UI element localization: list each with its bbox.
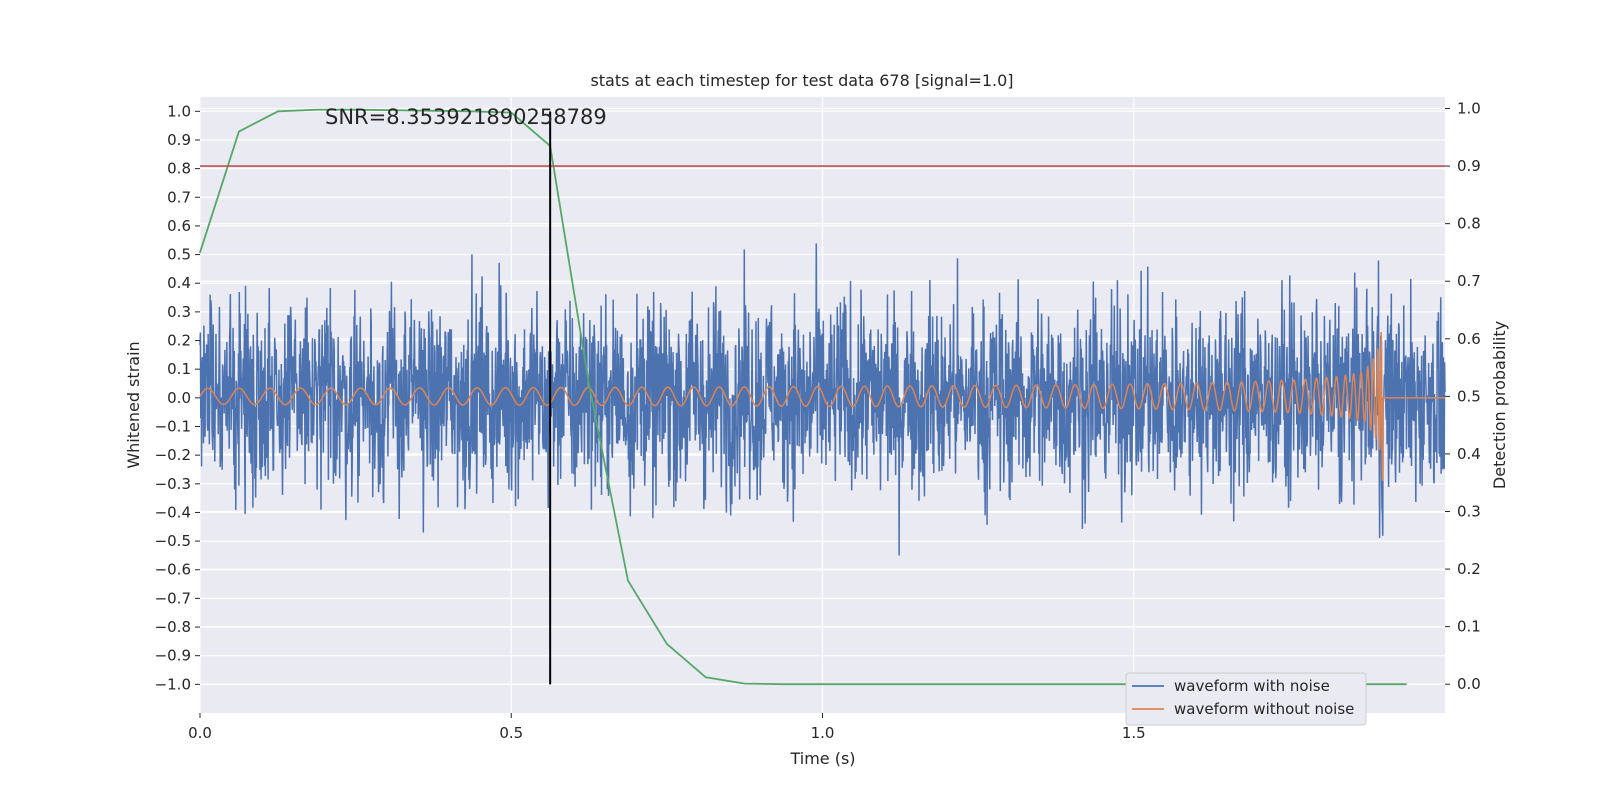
right-y-axis-ticks: 1.0 0.9 0.8 0.7 0.6 0.5 0.4 0.3 0.2 0.1 0.0 (1445, 100, 1481, 693)
detection-probability-point (821, 683, 824, 686)
x-tick-label: 0.0 (188, 724, 212, 742)
left-tick-label: −0.5 (155, 532, 191, 550)
detection-probability-point (666, 643, 668, 645)
snr-annotation: SNR=8.353921890258789 (325, 105, 607, 129)
left-tick-label: 0.1 (167, 360, 191, 378)
right-tick-label: 0.7 (1457, 272, 1481, 290)
left-tick-label: −0.1 (155, 417, 191, 435)
x-tick-label: 1.0 (811, 724, 835, 742)
right-tick-label: 0.4 (1457, 445, 1481, 463)
detection-probability-point (627, 579, 629, 582)
left-tick-label: −0.6 (155, 561, 191, 579)
left-tick-label: −0.9 (155, 647, 191, 665)
left-y-axis-ticks: 1.0 0.9 0.8 0.7 0.6 0.5 0.4 0.3 0.2 0.1 0.0 −0.1 −0.… (155, 102, 200, 693)
left-tick-label: 0.0 (167, 389, 191, 407)
left-tick-label: 0.7 (167, 188, 191, 206)
detection-probability-point (393, 109, 396, 112)
x-axis-label: Time (s) (789, 749, 855, 768)
left-tick-label: −0.7 (155, 589, 191, 607)
detection-probability-point (704, 676, 707, 679)
left-tick-label: −0.8 (155, 618, 191, 636)
left-tick-label: −0.4 (155, 503, 191, 521)
right-tick-label: 0.6 (1457, 330, 1481, 348)
legend-label-noisy: waveform with noise (1174, 677, 1330, 695)
series-clean-waveform (199, 332, 1445, 481)
clean-waveform-line (199, 332, 1445, 481)
right-tick-label: 0.8 (1457, 215, 1481, 233)
detection-probability-point (315, 108, 318, 111)
right-tick-label: 0.2 (1457, 560, 1481, 578)
detection-probability-point (199, 251, 201, 254)
right-tick-label: 0.5 (1457, 387, 1481, 405)
detection-probability-point (432, 110, 435, 112)
left-tick-label: 0.2 (167, 332, 191, 350)
legend-box (1125, 672, 1367, 726)
left-tick-label: 0.8 (167, 160, 191, 178)
detection-probability-point (354, 108, 357, 111)
series-noisy-waveform (199, 243, 1446, 556)
left-tick-label: 0.9 (167, 131, 191, 149)
right-tick-label: 0.0 (1457, 675, 1481, 693)
detection-probability-point (1405, 683, 1407, 686)
detection-probability-point (238, 130, 240, 133)
left-y-axis-label: Whitened strain (124, 341, 143, 468)
detection-probability-point (471, 110, 474, 113)
detection-probability-point (510, 111, 513, 114)
left-tick-label: −0.2 (155, 446, 191, 464)
left-tick-label: 0.5 (167, 246, 191, 264)
chart-title: stats at each timestep for test data 678… (590, 71, 1013, 90)
x-tick-label: 1.5 (1122, 724, 1146, 742)
detection-probability-point (743, 682, 746, 685)
left-tick-label: −1.0 (155, 675, 191, 693)
x-tick-label: 0.5 (499, 724, 523, 742)
left-tick-label: 0.6 (167, 217, 191, 235)
detection-probability-point (277, 110, 279, 113)
right-tick-label: 1.0 (1457, 100, 1481, 118)
right-tick-label: 0.3 (1457, 503, 1481, 521)
x-axis-ticks: 0.0 0.5 1.0 1.5 (188, 713, 1146, 742)
legend-label-clean: waveform without noise (1174, 700, 1354, 718)
left-tick-label: 0.3 (167, 303, 191, 321)
detection-probability-point (782, 683, 785, 686)
legend: waveform with noise waveform without noi… (1125, 672, 1367, 726)
left-tick-label: −0.3 (155, 475, 191, 493)
right-tick-label: 0.1 (1457, 618, 1481, 636)
noisy-waveform-line (199, 243, 1446, 556)
detection-probability-point (588, 384, 590, 386)
right-y-axis-label: Detection probability (1490, 321, 1509, 489)
left-tick-label: 0.4 (167, 274, 191, 292)
left-tick-label: 1.0 (167, 102, 191, 120)
right-tick-label: 0.9 (1457, 157, 1481, 175)
